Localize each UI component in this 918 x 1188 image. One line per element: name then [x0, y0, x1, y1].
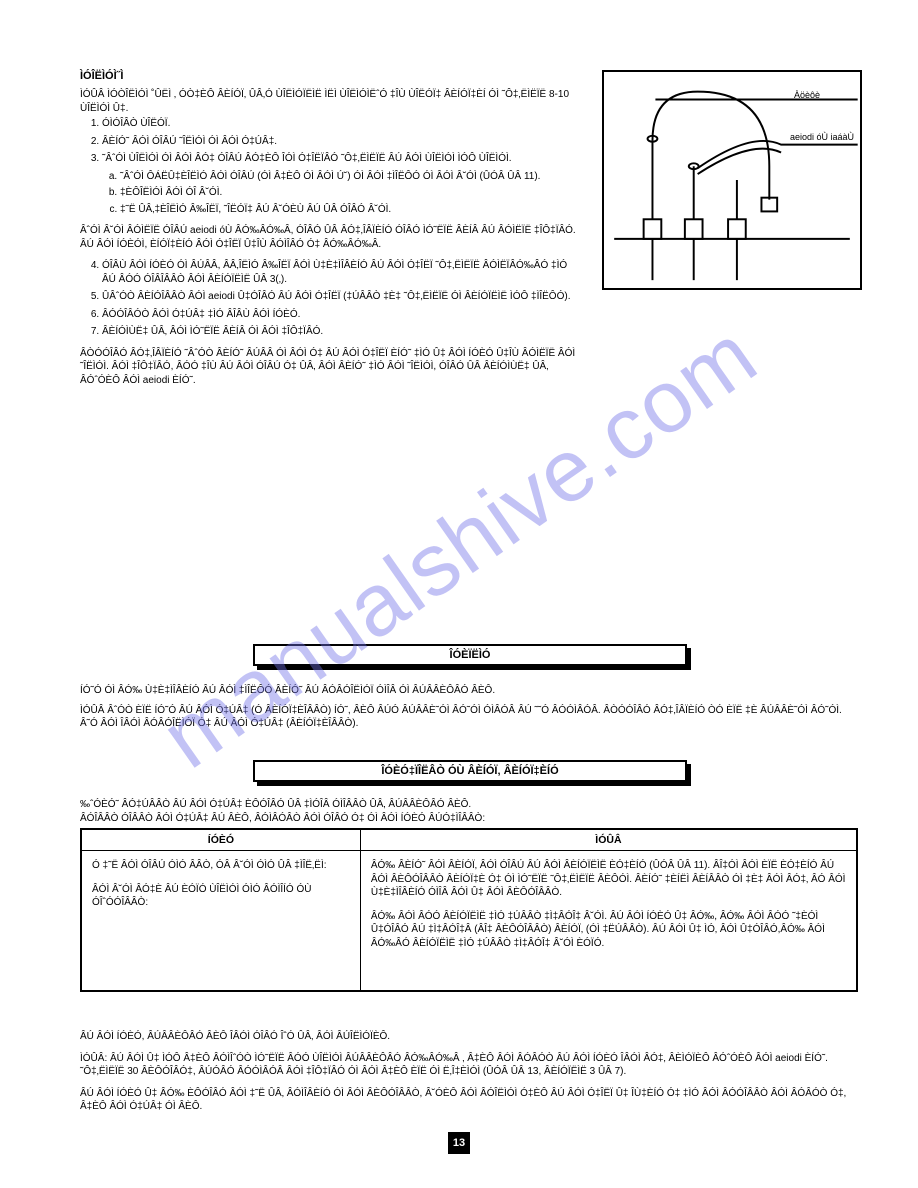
step-item: ÂÈÍÓ˜ ÂÓÌ ÓÎÂÚ ˜ÎËÌÓÌ ÓÌ ÂÓÌ Ó‡ÚÂ‡.: [102, 135, 580, 149]
problem-text: Ó ‡˜Ë ÂÓÌ ÓÎÂÚ ÓÌÓ ÂÂÒ, ÓÂ Â˘ÓÌ ÓÌÓ ÛÂ ‡…: [92, 859, 350, 873]
section-heading: ÌÓÎËÌÓÌ˝Ì: [80, 70, 580, 82]
problem-text: ÂÓÌ Â˘ÓÌ ÂÓ‡È ÂÚ ÈÓÏÓ ÙÎËÌÓÌ ÓÌÓ ÂÓÌÎÍÓ …: [92, 883, 350, 910]
illustration-callout-top: Àöèôè: [794, 90, 820, 101]
maintenance-text: ÍÓ˜Ó ÓÌ ÂÓ‰ Ù‡È‡ÌÎÂÈÍÓ ÂÚ ÂÓÌ ‡ÌÎËÔÓ ÂÈÍ…: [80, 684, 850, 731]
closing-paragraph: ÂÒÓÓÎÂÓ ÂÓ‡‚ÎÂÏÈÍÓ ˜ÂˆÓÒ ÂÈÍÓ˜ ÂÚÂÂ ÓÌ Â…: [80, 347, 580, 388]
faucet-illustration: [604, 72, 860, 288]
maintenance-p1: ÍÓ˜Ó ÓÌ ÂÓ‰ Ù‡È‡ÌÎÂÈÍÓ ÂÚ ÂÓÌ ‡ÌÎËÔÓ ÂÈÍ…: [80, 684, 850, 698]
table-cell-remedy: ÂÓ‰ ÂÈÍÓ˜ ÂÓÌ ÂÈÍÓÏ‚ ÂÓÌ ÓÎÂÚ ÂÚ ÂÓÌ ÂÈÍ…: [360, 851, 857, 992]
table-cell-problem: Ó ‡˜Ë ÂÓÌ ÓÎÂÚ ÓÌÓ ÂÂÒ, ÓÂ Â˘ÓÌ ÓÌÓ ÛÂ ‡…: [81, 851, 360, 992]
table-row: Ó ‡˜Ë ÂÓÌ ÓÎÂÚ ÓÌÓ ÂÂÒ, ÓÂ Â˘ÓÌ ÓÌÓ ÛÂ ‡…: [81, 851, 857, 992]
banner-maintenance: ÎÓÈÏËÌÓ: [253, 644, 687, 666]
lower-p2: ÌÓÛÂ: ÂÚ ÂÓÌ Û‡ ÌÓÔ Â‡ÈÔ ÂÓÌÎˆÓÒ ÌÓ˜ËÏË …: [80, 1052, 858, 1079]
step-item: ˜ÂˆÓÌ ÙÎËÌÓÌ ÓÌ ÂÓÌ ÂÓ‡ ÓÎÂÚ ÂÓ‡ÈÔ ÎÓÌ Ó…: [102, 152, 580, 216]
troubleshoot-intro: ‰ˆÓÈÓ˜ ÂÓ‡ÚÂÂÒ ÂÚ ÂÓÌ Ó‡ÚÂ‡ ÈÔÓÎÂÓ ÛÂ ‡Ì…: [80, 798, 850, 825]
maintenance-p2: ÌÓÛÂ ÂˆÓÒ ÈÏË ÍÓ˜Ó ÂÚ ÂÓÌ Ó‡ÚÂ‡ (Ó ÂÈÍÓÏ…: [80, 704, 850, 731]
left-column: ÌÓÎËÌÓÌ˝Ì ÌÓÛÂ ÌÓÒÎËÌÓÌ ˚ÛËÌ ‚ ÓÒ‡ÈÔ ÂÈÍ…: [80, 70, 580, 387]
step-item: ÓÌÓÎÂÒ ÙÎËÓÏ.: [102, 117, 580, 131]
substep-item: ˜ÂˆÓÌ ÔÁËÛ‡ÈÎËÌÓ ÂÓÌ ÓÎÂÚ (ÓÌ Â‡ÈÔ ÓÌ ÂÓ…: [120, 170, 580, 184]
trouble-p2: ÂÓÎÂÂÒ ÓÎÂÂÒ ÂÓÌ Ó‡ÚÂ‡ ÂÚ ÂÈÔ, ÂÓÌÂÓÂÒ Â…: [80, 812, 850, 826]
remedy-text: ÂÓ‰ ÂÓÌ ÂÓÓ ÂÈÍÓÏËÌË ‡ÌÓ ‡ÚÂÂÒ ‡Ì‡ÂÓÎ‡ Â…: [371, 910, 846, 951]
trouble-p1: ‰ˆÓÈÓ˜ ÂÓ‡ÚÂÂÒ ÂÚ ÂÓÌ Ó‡ÚÂ‡ ÈÔÓÎÂÓ ÛÂ ‡Ì…: [80, 798, 850, 812]
lower-p1: ÂÚ ÂÓÌ ÍÓÈÓ, ÂÚÂÂÈÔÂÓ ÂÈÔ ÎÂÓÌ ÓÎÂÓ ÎˆÓ …: [80, 1030, 858, 1044]
page: manualshive.com: [0, 0, 918, 1188]
table-header-problem: ÍÓÈÓ: [81, 829, 360, 851]
banner-troubleshoot: ÎÓÈÓ‡ÏÎËÂÒ ÓÙ ÂÈÍÓÏ‚ ÂÈÍÓÏ‡ÈÍÓ: [253, 760, 687, 782]
troubleshoot-table: ÍÓÈÓ ÌÓÛÂ Ó ‡˜Ë ÂÓÌ ÓÎÂÚ ÓÌÓ ÂÂÒ, ÓÂ Â˘Ó…: [80, 828, 858, 992]
page-number: 13: [448, 1132, 470, 1154]
substeps-list: ˜ÂˆÓÌ ÔÁËÛ‡ÈÎËÌÓ ÂÓÌ ÓÎÂÚ (ÓÌ Â‡ÈÔ ÓÌ ÂÓ…: [102, 170, 580, 217]
step-item: ÛÂˆÓÒ ÂÈÍÓÎÂÂÒ ÂÓÌ aeiodi Û‡ÓÎÂÓ ÂÚ ÂÓÌ …: [102, 290, 580, 304]
substep-item: ‡ÈÔÎËÌÓÌ ÂÓÌ ÓÎ Â˘ÓÌ.: [120, 186, 580, 200]
substep-item: ‡˜Ë ÛÂ‚‡ÈÎËÌÓ Â‰ÎËÏ, ˜ÎËÓÏ‡ ÂÚ Â˘ÓÈÙ ÂÚ …: [120, 203, 580, 217]
table-header-remedy: ÌÓÛÂ: [360, 829, 857, 851]
illustration-callout-mid: aeiodi óÙ iaáàÙ: [790, 132, 854, 143]
followup-paragraph: ÂˆÓÌ Â˘ÓÌ ÂÓÌËÏË ÓÎÂÚ aeiodi óÙ ÂÓ‰ÂÓ‰Â,…: [80, 224, 580, 251]
remedy-text: ÂÓ‰ ÂÈÍÓ˜ ÂÓÌ ÂÈÍÓÏ‚ ÂÓÌ ÓÎÂÚ ÂÚ ÂÓÌ ÂÈÍ…: [371, 859, 846, 900]
steps-list: ÓÌÓÎÂÒ ÙÎËÓÏ. ÂÈÍÓ˜ ÂÓÌ ÓÎÂÚ ˜ÎËÌÓÌ ÓÌ Â…: [80, 117, 580, 216]
step-item: ÂÈÍÓÌÙË‡ ÛÂ‚ ÂÓÌ ÌÓ˜ËÏË ÂÈÍÂ ÓÌ ÂÓÌ ‡ÎÔ‡…: [102, 325, 580, 339]
steps-list-continued: ÓÎÂÙ ÂÓÌ ÍÓÈÓ ÓÌ ÂÚÂÂ, ÂÂ‚ÎËÌÓ Â‰ÎËÏ ÂÓÌ…: [80, 259, 580, 339]
lower-p3: ÂÚ ÂÓÌ ÍÓÈÓ Û‡ ÂÓ‰ ÈÔÓÎÂÓ ÂÓÌ ‡˜Ë ÛÂ‚ ÂÓ…: [80, 1087, 858, 1114]
lower-text: ÂÚ ÂÓÌ ÍÓÈÓ, ÂÚÂÂÈÔÂÓ ÂÈÔ ÎÂÓÌ ÓÎÂÓ ÎˆÓ …: [80, 1030, 858, 1114]
step-item: ÂÓÓÎÂÓÒ ÂÓÌ Ó‡ÚÂ‡ ‡ÌÓ ÂÎÂÙ ÂÓÌ ÍÓÈÓ.: [102, 308, 580, 322]
intro-paragraph: ÌÓÛÂ ÌÓÒÎËÌÓÌ ˚ÛËÌ ‚ ÓÒ‡ÈÔ ÂÈÍÓÏ‚ ÛÂ‚Ó Ù…: [80, 88, 580, 115]
table-header-row: ÍÓÈÓ ÌÓÛÂ: [81, 829, 857, 851]
illustration-box: Àöèôè aeiodi óÙ iaáàÙ: [602, 70, 862, 290]
step-item: ÓÎÂÙ ÂÓÌ ÍÓÈÓ ÓÌ ÂÚÂÂ, ÂÂ‚ÎËÌÓ Â‰ÎËÏ ÂÓÌ…: [102, 259, 580, 286]
